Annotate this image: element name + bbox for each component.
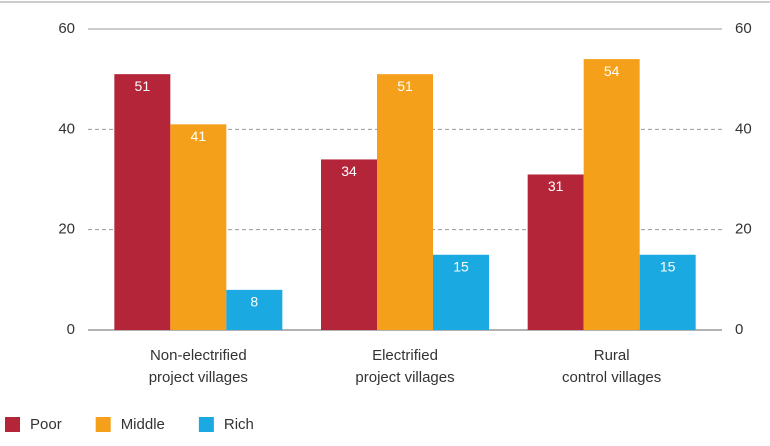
legend-label: Poor xyxy=(30,416,62,433)
bar xyxy=(639,254,696,330)
bar xyxy=(114,74,171,331)
value-label: 41 xyxy=(191,128,207,144)
value-label: 34 xyxy=(341,163,357,179)
value-label: 54 xyxy=(604,63,620,79)
value-label: 15 xyxy=(453,258,469,274)
bar xyxy=(583,59,640,330)
y2-tick-label: 0 xyxy=(735,321,743,338)
y2-tick-label: 20 xyxy=(735,221,752,238)
value-label: 8 xyxy=(250,294,258,310)
bar xyxy=(527,174,584,330)
bar xyxy=(321,159,377,330)
legend-swatch xyxy=(198,417,214,432)
y2-tick-label: 40 xyxy=(735,120,752,137)
legend-label: Rich xyxy=(224,416,254,433)
legend-swatch xyxy=(5,417,20,432)
y-tick-label: 0 xyxy=(67,321,75,338)
y2-tick-label: 60 xyxy=(735,20,752,37)
value-label: 51 xyxy=(135,78,151,94)
value-label: 31 xyxy=(548,178,564,194)
legend-swatch xyxy=(95,417,111,432)
bar xyxy=(226,289,283,330)
bar xyxy=(433,254,489,330)
y-tick-label: 40 xyxy=(58,120,75,137)
bar xyxy=(170,124,227,330)
legend-label: Middle xyxy=(121,416,165,433)
x-tick-label: Rural control villages xyxy=(562,347,661,386)
y-tick-label: 20 xyxy=(58,221,75,238)
value-label: 15 xyxy=(660,258,676,274)
y-tick-label: 60 xyxy=(58,20,75,37)
bar xyxy=(377,74,433,331)
x-tick-label: Electrified project villages xyxy=(355,347,454,386)
x-tick-label: Non-electrified project villages xyxy=(149,347,248,386)
value-label: 51 xyxy=(397,78,413,94)
